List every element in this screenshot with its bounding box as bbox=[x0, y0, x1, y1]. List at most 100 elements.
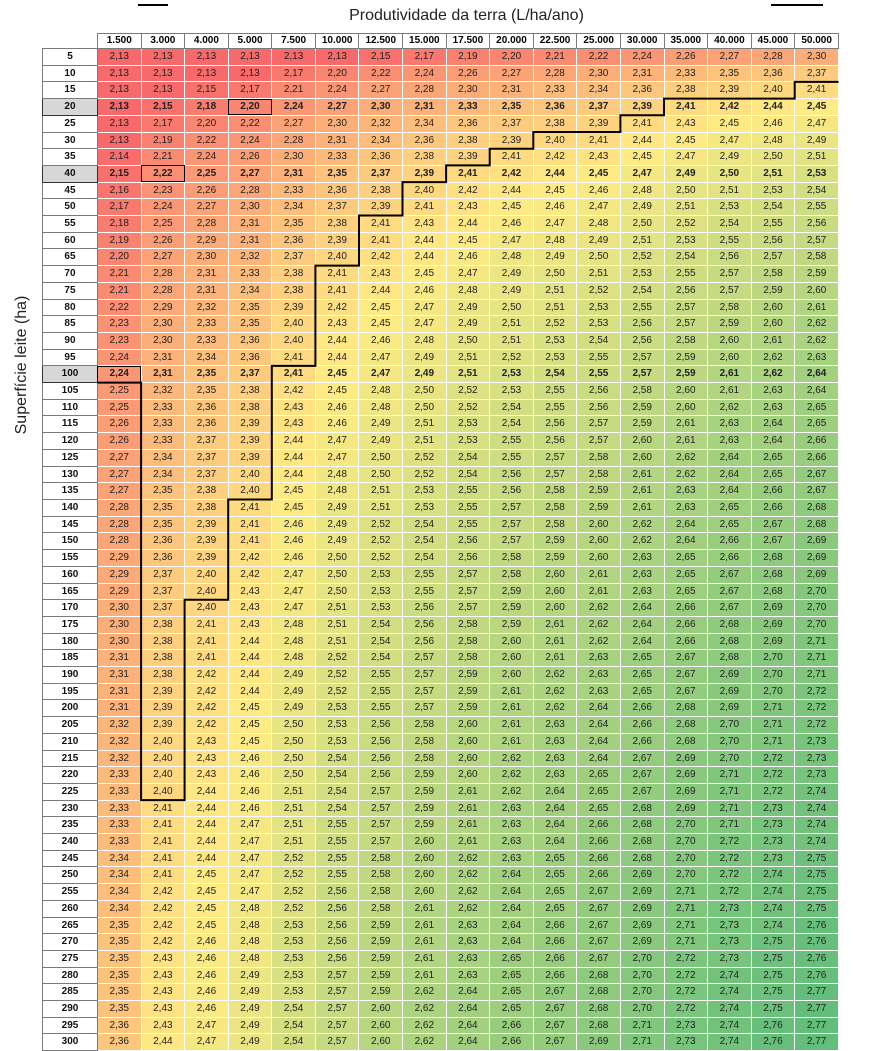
value-cell: 2,60 bbox=[358, 1033, 404, 1051]
value-cell: 2,71 bbox=[794, 666, 839, 684]
value-cell: 2,23 bbox=[96, 331, 142, 350]
value-cell: 2,65 bbox=[489, 983, 534, 1002]
value-cell: 2,31 bbox=[96, 682, 142, 701]
value-cell: 2,48 bbox=[358, 382, 404, 400]
row-header: 150 bbox=[42, 532, 98, 551]
table-row: 155 2,29 2,36 2,39 2,42 2,46 2,50 2,52 2,54 2,56 2… bbox=[42, 549, 839, 567]
row-header: 255 bbox=[42, 883, 98, 901]
value-cell: 2,39 bbox=[140, 682, 186, 701]
value-cell: 2,58 bbox=[489, 549, 534, 567]
value-cell: 2,63 bbox=[445, 966, 491, 985]
value-cell: 2,75 bbox=[750, 949, 796, 968]
value-cell: 2,39 bbox=[489, 131, 534, 150]
value-cell: 2,57 bbox=[358, 816, 404, 835]
value-cell: 2,57 bbox=[445, 599, 491, 617]
value-cell: 2,48 bbox=[402, 331, 447, 350]
value-cell: 2,15 bbox=[358, 48, 404, 66]
value-cell: 2,55 bbox=[532, 382, 578, 400]
value-cell: 2,54 bbox=[402, 515, 447, 534]
value-cell: 2,36 bbox=[314, 181, 360, 200]
value-cell: 2,47 bbox=[707, 131, 752, 150]
value-cell: 2,50 bbox=[358, 465, 404, 484]
value-cell: 2,44 bbox=[271, 448, 316, 467]
table-row: 255 2,34 2,42 2,45 2,47 2,52 2,56 2,58 2,60 2,62 2… bbox=[42, 883, 839, 901]
value-cell: 2,13 bbox=[184, 64, 229, 83]
row-header: 200 bbox=[42, 699, 98, 718]
value-cell: 2,55 bbox=[445, 515, 491, 534]
row-header: 25 bbox=[42, 114, 98, 133]
value-cell: 2,56 bbox=[314, 899, 360, 918]
row-header: 35 bbox=[42, 148, 98, 166]
value-cell: 2,42 bbox=[314, 298, 360, 317]
value-cell: 2,70 bbox=[794, 582, 839, 601]
value-cell: 2,54 bbox=[314, 782, 360, 801]
value-cell: 2,62 bbox=[750, 365, 796, 384]
table-row: 285 2,35 2,43 2,46 2,49 2,53 2,57 2,59 2,62 2,64 2… bbox=[42, 983, 839, 1002]
row-axis-title: Superfície leite (ha) bbox=[13, 295, 30, 435]
value-cell: 2,17 bbox=[227, 81, 273, 100]
value-cell: 2,43 bbox=[402, 215, 447, 233]
column-header: 12.500 bbox=[358, 33, 404, 49]
value-cell: 2,41 bbox=[140, 816, 186, 835]
value-cell: 2,49 bbox=[227, 966, 273, 985]
value-cell: 2,59 bbox=[619, 398, 665, 417]
table-row: 15 2,13 2,13 2,15 2,17 2,21 2,24 2,27 2,28 2,30 2,… bbox=[42, 81, 839, 100]
value-cell: 2,48 bbox=[576, 215, 621, 233]
value-cell: 2,61 bbox=[707, 365, 752, 384]
value-cell: 2,40 bbox=[227, 465, 273, 484]
value-cell: 2,64 bbox=[532, 782, 578, 801]
value-cell: 2,21 bbox=[96, 281, 142, 300]
value-cell: 2,45 bbox=[227, 716, 273, 734]
row-header: 250 bbox=[42, 866, 98, 885]
value-cell: 2,51 bbox=[489, 331, 534, 350]
value-cell: 2,37 bbox=[489, 114, 534, 133]
value-cell: 2,46 bbox=[314, 415, 360, 434]
value-cell: 2,29 bbox=[140, 298, 186, 317]
row-header: 165 bbox=[42, 582, 98, 601]
value-cell: 2,56 bbox=[576, 382, 621, 400]
value-cell: 2,57 bbox=[402, 699, 447, 718]
value-cell: 2,47 bbox=[271, 582, 316, 601]
value-cell: 2,34 bbox=[96, 866, 142, 885]
value-cell: 2,52 bbox=[271, 883, 316, 901]
table-row: 55 2,18 2,25 2,28 2,31 2,35 2,38 2,41 2,43 2,44 2,… bbox=[42, 215, 839, 233]
value-cell: 2,56 bbox=[707, 248, 752, 267]
value-cell: 2,13 bbox=[140, 48, 186, 66]
value-cell: 2,45 bbox=[227, 732, 273, 751]
table-row: 250 2,34 2,41 2,45 2,47 2,52 2,55 2,58 2,60 2,62 2… bbox=[42, 866, 839, 885]
value-cell: 2,24 bbox=[96, 365, 142, 384]
value-cell: 2,75 bbox=[750, 966, 796, 985]
row-header: 265 bbox=[42, 916, 98, 935]
row-header: 280 bbox=[42, 966, 98, 985]
value-cell: 2,44 bbox=[750, 98, 796, 116]
value-cell: 2,40 bbox=[184, 565, 229, 584]
value-cell: 2,69 bbox=[663, 749, 709, 768]
value-cell: 2,72 bbox=[663, 949, 709, 968]
value-cell: 2,47 bbox=[184, 1033, 229, 1051]
value-cell: 2,73 bbox=[707, 949, 752, 968]
value-cell: 2,66 bbox=[750, 482, 796, 500]
value-cell: 2,58 bbox=[532, 498, 578, 517]
value-cell: 2,38 bbox=[271, 281, 316, 300]
value-cell: 2,66 bbox=[794, 448, 839, 467]
value-cell: 2,57 bbox=[532, 448, 578, 467]
value-cell: 2,21 bbox=[96, 265, 142, 283]
value-cell: 2,15 bbox=[96, 164, 142, 183]
value-cell: 2,67 bbox=[663, 649, 709, 668]
table-row: 135 2,27 2,35 2,38 2,40 2,45 2,48 2,51 2,53 2,55 2… bbox=[42, 482, 839, 500]
value-cell: 2,39 bbox=[227, 415, 273, 434]
value-cell: 2,40 bbox=[532, 131, 578, 150]
value-cell: 2,43 bbox=[227, 615, 273, 634]
value-cell: 2,46 bbox=[489, 215, 534, 233]
table-row: 280 2,35 2,43 2,46 2,49 2,53 2,57 2,59 2,61 2,63 2… bbox=[42, 966, 839, 985]
value-cell: 2,65 bbox=[489, 966, 534, 985]
value-cell: 2,59 bbox=[402, 799, 447, 818]
value-cell: 2,68 bbox=[707, 615, 752, 634]
value-cell: 2,74 bbox=[794, 799, 839, 818]
value-cell: 2,71 bbox=[663, 883, 709, 901]
table-row: 235 2,33 2,41 2,44 2,47 2,51 2,55 2,57 2,59 2,61 2… bbox=[42, 816, 839, 835]
value-cell: 2,57 bbox=[402, 666, 447, 684]
value-cell: 2,37 bbox=[271, 248, 316, 267]
value-cell: 2,69 bbox=[750, 599, 796, 617]
value-cell: 2,34 bbox=[96, 849, 142, 868]
